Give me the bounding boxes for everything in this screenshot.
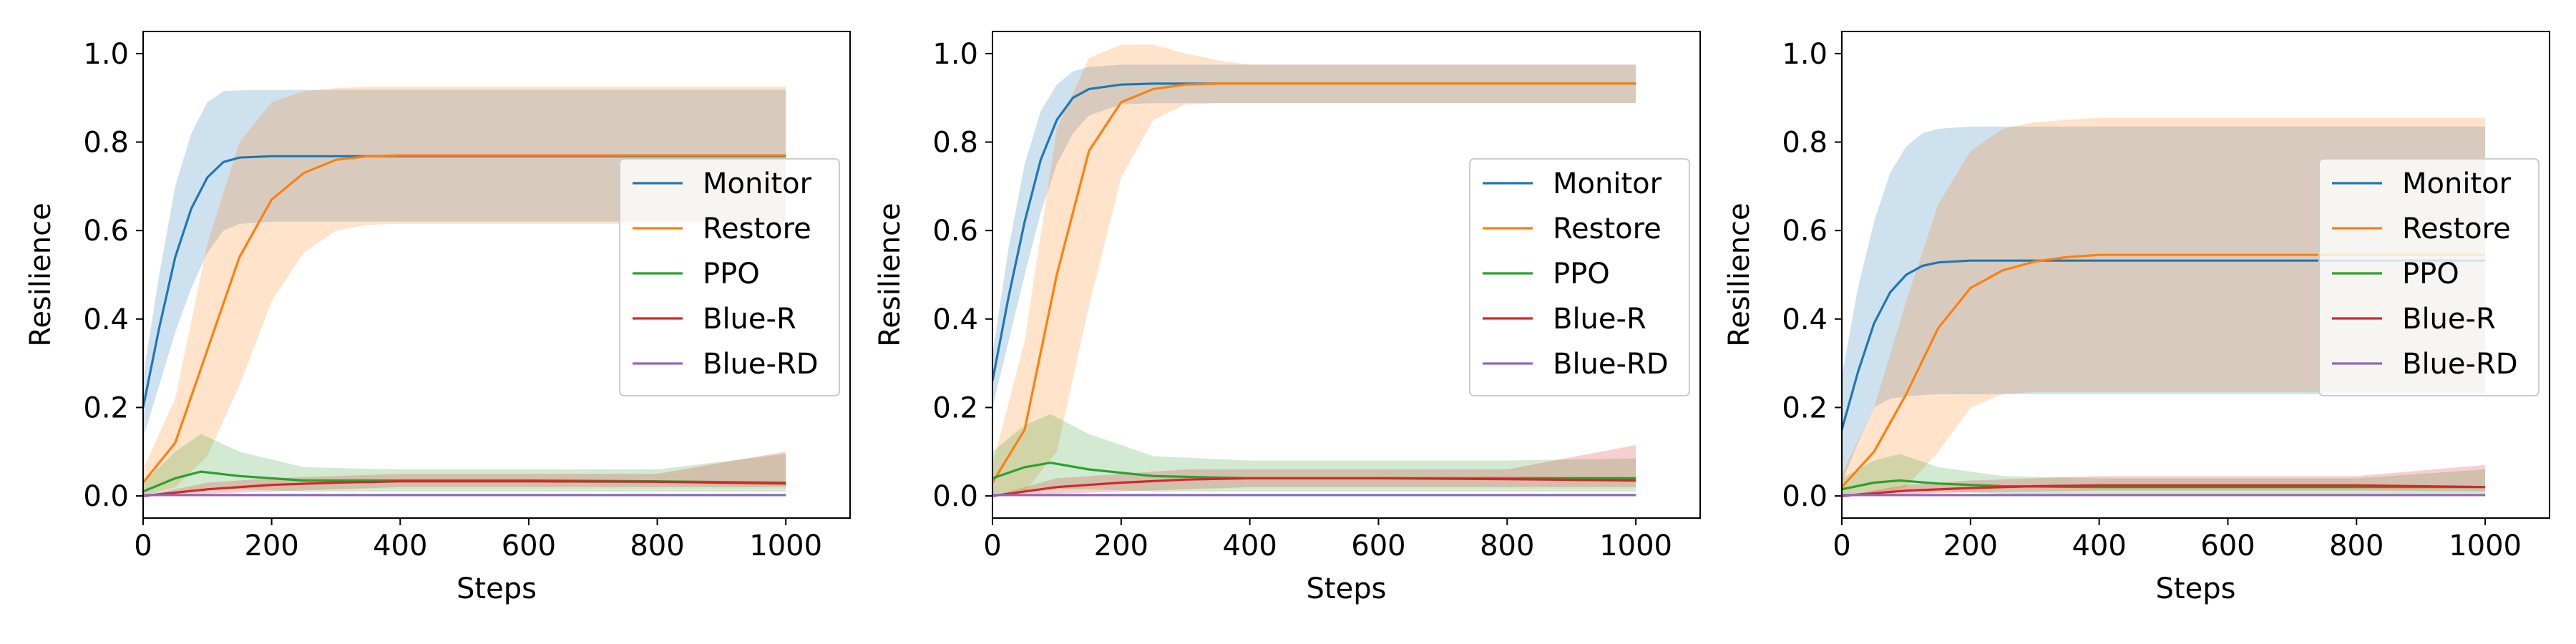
band-monitor [992,64,1636,408]
series-line-restore [1842,253,2486,488]
x-tick-label: 0 [134,530,152,562]
x-tick-label: 0 [1833,530,1850,562]
x-tick-label: 400 [1222,530,1277,562]
x-tick-label: 200 [1943,530,1998,562]
x-axis-label: Steps [2156,572,2236,605]
y-tick-label: 0.2 [83,391,129,424]
legend-label: Restore [2402,213,2511,245]
legend-box [619,158,840,396]
lines [1842,253,2486,497]
x-tick-label: 200 [1094,530,1148,562]
legend-label: Blue-RD [703,348,819,381]
x-tick-label: 800 [1480,530,1534,562]
y-axis-label: Resilience [874,203,907,346]
chart-panel-2: 0 200 400 600 800 1000 0.0 0.2 0.4 0.6 0.8 1.0 Steps… [874,31,1701,605]
y-tick-label: 1.0 [1782,38,1828,71]
y-tick-label: 0.4 [932,303,978,336]
legend-label: Blue-RD [1553,348,1669,381]
x-tick-label: 1000 [749,530,822,562]
legend-label: Monitor [703,167,812,200]
series-line-restore [992,82,1636,484]
legend-label: PPO [2402,258,2459,291]
series-line-blue-r [1842,484,2486,497]
y-tick-label: 0.4 [83,303,129,336]
y-tick-label: 0.0 [1782,480,1828,513]
y-tick-label: 0.6 [83,215,129,248]
series-line-monitor [1842,259,2486,430]
legend-label: Restore [703,213,811,245]
x-tick-label: 600 [502,530,556,562]
x-tick-label: 600 [2200,530,2255,562]
x-tick-label: 600 [1351,530,1405,562]
y-tick-label: 0.6 [1782,215,1828,248]
y-tick-label: 0.8 [932,127,978,160]
y-axis-label: Resilience [24,203,57,346]
series-line-blue-r [992,477,1636,497]
legend: Monitor Restore PPO Blue-R Blue-RD [1469,158,1690,396]
lines [992,82,1636,497]
y-tick-label: 0.8 [1782,127,1828,160]
y-tick-label: 0.0 [932,480,978,513]
x-tick-label: 400 [2072,530,2126,562]
band-restore [992,44,1636,497]
plot-frame [142,31,851,519]
series-line-blue-r [143,480,786,497]
legend-label: Blue-R [1553,303,1646,336]
legend-label: PPO [1553,258,1610,291]
y-tick-label: 0.8 [83,127,129,160]
legend-label: Restore [1553,213,1662,245]
chart-panel-3: 0 200 400 600 800 1000 0.0 0.2 0.4 0.6 0.8 1.0 Steps… [1723,31,2550,605]
x-tick-label: 800 [630,530,684,562]
y-axis-label: Resilience [1723,203,1756,346]
x-tick-label: 200 [244,530,298,562]
y-tick-label: 0.2 [1782,391,1828,424]
lines [143,154,786,497]
chart-panel-1: 0 200 400 600 800 1000 0.0 0.2 0.4 0.6 0.8 1.0 Steps… [24,31,851,605]
band-blue-r [992,445,1636,497]
x-tick-label: 1000 [2449,530,2522,562]
legend-label: PPO [703,258,760,291]
y-tick-label: 0.0 [83,480,129,513]
y-tick-label: 0.2 [932,391,978,424]
legend: Monitor Restore PPO Blue-R Blue-RD [2318,158,2540,396]
x-tick-label: 400 [373,530,427,562]
x-tick-label: 0 [983,530,1001,562]
legend-box [2318,158,2540,396]
x-axis-label: Steps [457,572,537,605]
y-tick-label: 1.0 [83,38,129,71]
legend-label: Blue-R [703,303,796,336]
plot-frame [992,31,1701,519]
x-tick-label: 800 [2329,530,2384,562]
y-tick-label: 0.6 [932,215,978,248]
y-tick-label: 1.0 [932,38,978,71]
y-tick-label: 0.4 [1782,303,1828,336]
legend: Monitor Restore PPO Blue-R Blue-RD [619,158,840,396]
legend-label: Blue-RD [2402,348,2518,381]
legend-box [1469,158,1690,396]
legend-label: Blue-R [2402,303,2496,336]
legend-label: Monitor [2402,167,2512,200]
series-line-restore [143,154,786,484]
x-axis-label: Steps [1307,572,1387,605]
x-tick-label: 1000 [1599,530,1672,562]
legend-label: Monitor [1553,167,1662,200]
plot-frame [1841,31,2550,519]
